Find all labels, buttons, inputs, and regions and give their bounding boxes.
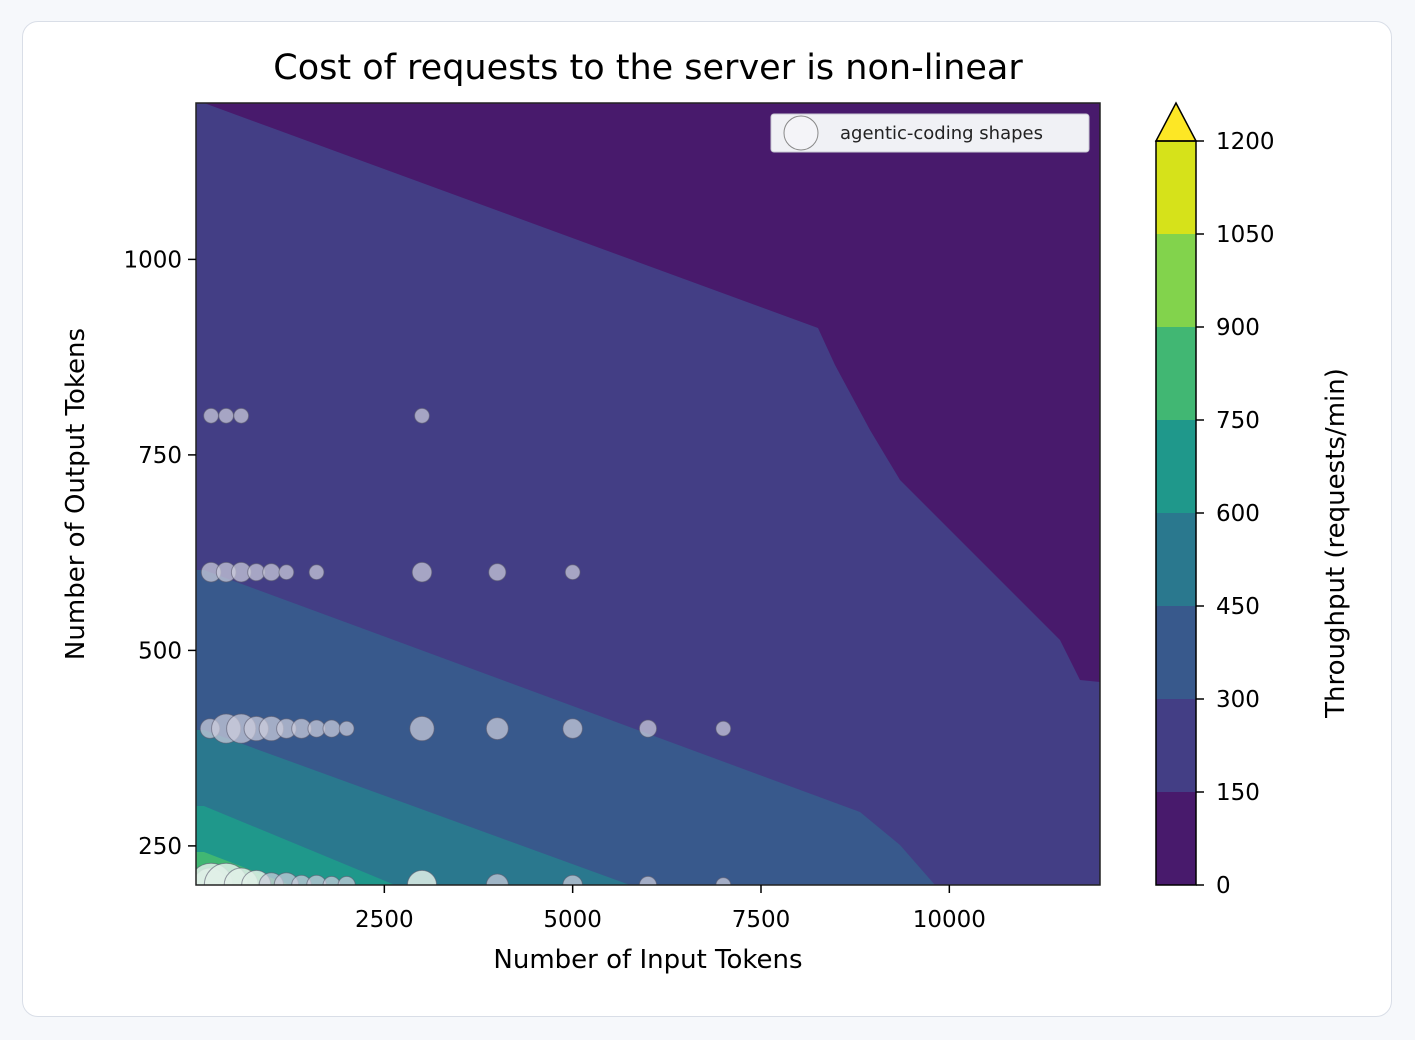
colorbar-tick-label: 300 xyxy=(1216,687,1260,713)
scatter-point-43 xyxy=(638,875,658,885)
colorbar-tick-label: 150 xyxy=(1216,780,1260,806)
colorbar-segment xyxy=(1156,327,1196,420)
scatter-point-10 xyxy=(308,564,325,581)
colorbar-tick-label: 0 xyxy=(1216,873,1231,899)
colorbar-tick-label: 900 xyxy=(1216,315,1260,341)
colorbar-tick-label: 600 xyxy=(1216,501,1260,527)
scatter-point-11 xyxy=(411,561,433,583)
scatter-point-40 xyxy=(406,869,438,885)
scatter-point-28 xyxy=(715,720,732,737)
colorbar-segment xyxy=(1156,141,1196,234)
scatter-point-22 xyxy=(322,719,341,738)
colorbar-tick-label: 1200 xyxy=(1216,129,1275,155)
y-tick-label: 750 xyxy=(138,443,182,469)
y-tick-label: 1000 xyxy=(123,247,182,273)
y-axis-title: Number of Output Tokens xyxy=(61,328,91,660)
colorbar-segment xyxy=(1156,234,1196,327)
scatter-point-42 xyxy=(562,874,583,885)
x-tick-label: 5000 xyxy=(543,907,602,933)
colorbar-tick-label: 750 xyxy=(1216,408,1260,434)
scatter-point-38 xyxy=(322,875,341,885)
scatter-point-0 xyxy=(203,407,219,424)
legend-entry-agentic-coding-shapes: agentic-coding shapes xyxy=(840,123,1043,144)
legend-marker xyxy=(783,115,819,151)
scatter-point-37 xyxy=(306,874,327,885)
colorbar-extend-arrow xyxy=(1154,101,1198,142)
contour-regions xyxy=(196,103,1100,885)
colorbar-segment xyxy=(1156,792,1196,885)
scatter-point-12 xyxy=(488,563,507,582)
colorbar-tick-label: 450 xyxy=(1216,594,1260,620)
scatter-point-3 xyxy=(414,407,430,424)
scatter-point-8 xyxy=(262,563,281,582)
scatter-point-26 xyxy=(562,718,583,739)
colorbar-segment xyxy=(1156,420,1196,513)
scatter-point-13 xyxy=(564,564,581,581)
legend-box xyxy=(770,113,1090,153)
colorbar-tick-label: 1050 xyxy=(1216,222,1275,248)
x-axis-title: Number of Input Tokens xyxy=(493,945,802,975)
colorbar-segment xyxy=(1156,699,1196,792)
scatter-point-25 xyxy=(485,717,509,741)
x-axis: 2500 5000 7500 10000 xyxy=(355,885,986,933)
y-tick-label: 250 xyxy=(138,834,182,860)
colorbar: 0 150 300 450 600 750 900 1050 1200 xyxy=(1154,101,1275,899)
y-tick-label: 500 xyxy=(138,638,182,664)
scatter-point-41 xyxy=(485,873,509,885)
x-tick-label: 10000 xyxy=(913,907,986,933)
legend[interactable]: agentic-coding shapes xyxy=(770,113,1090,153)
colorbar-segment xyxy=(1156,513,1196,606)
contour-band-450-600 xyxy=(196,730,630,885)
contour-band-600-750 xyxy=(196,806,395,885)
y-axis: 250 500 750 1000 xyxy=(123,247,196,860)
scatter-point-24 xyxy=(409,715,435,742)
x-tick-label: 7500 xyxy=(732,907,791,933)
scatter-point-39 xyxy=(337,875,356,885)
plot-frame xyxy=(195,102,1101,886)
colorbar-segment xyxy=(1156,606,1196,699)
scatter-point-1 xyxy=(218,407,235,424)
scatter-points xyxy=(196,407,732,885)
scatter-point-2 xyxy=(233,407,250,424)
colorbar-title: Throughput (requests/min) xyxy=(1321,368,1351,719)
scatter-point-27 xyxy=(638,719,658,738)
scatter-point-36 xyxy=(291,874,312,885)
x-tick-label: 2500 xyxy=(355,907,414,933)
scatter-point-23 xyxy=(338,720,355,737)
scatter-point-9 xyxy=(278,564,295,581)
chart-title: Cost of requests to the server is non-li… xyxy=(273,48,1023,88)
